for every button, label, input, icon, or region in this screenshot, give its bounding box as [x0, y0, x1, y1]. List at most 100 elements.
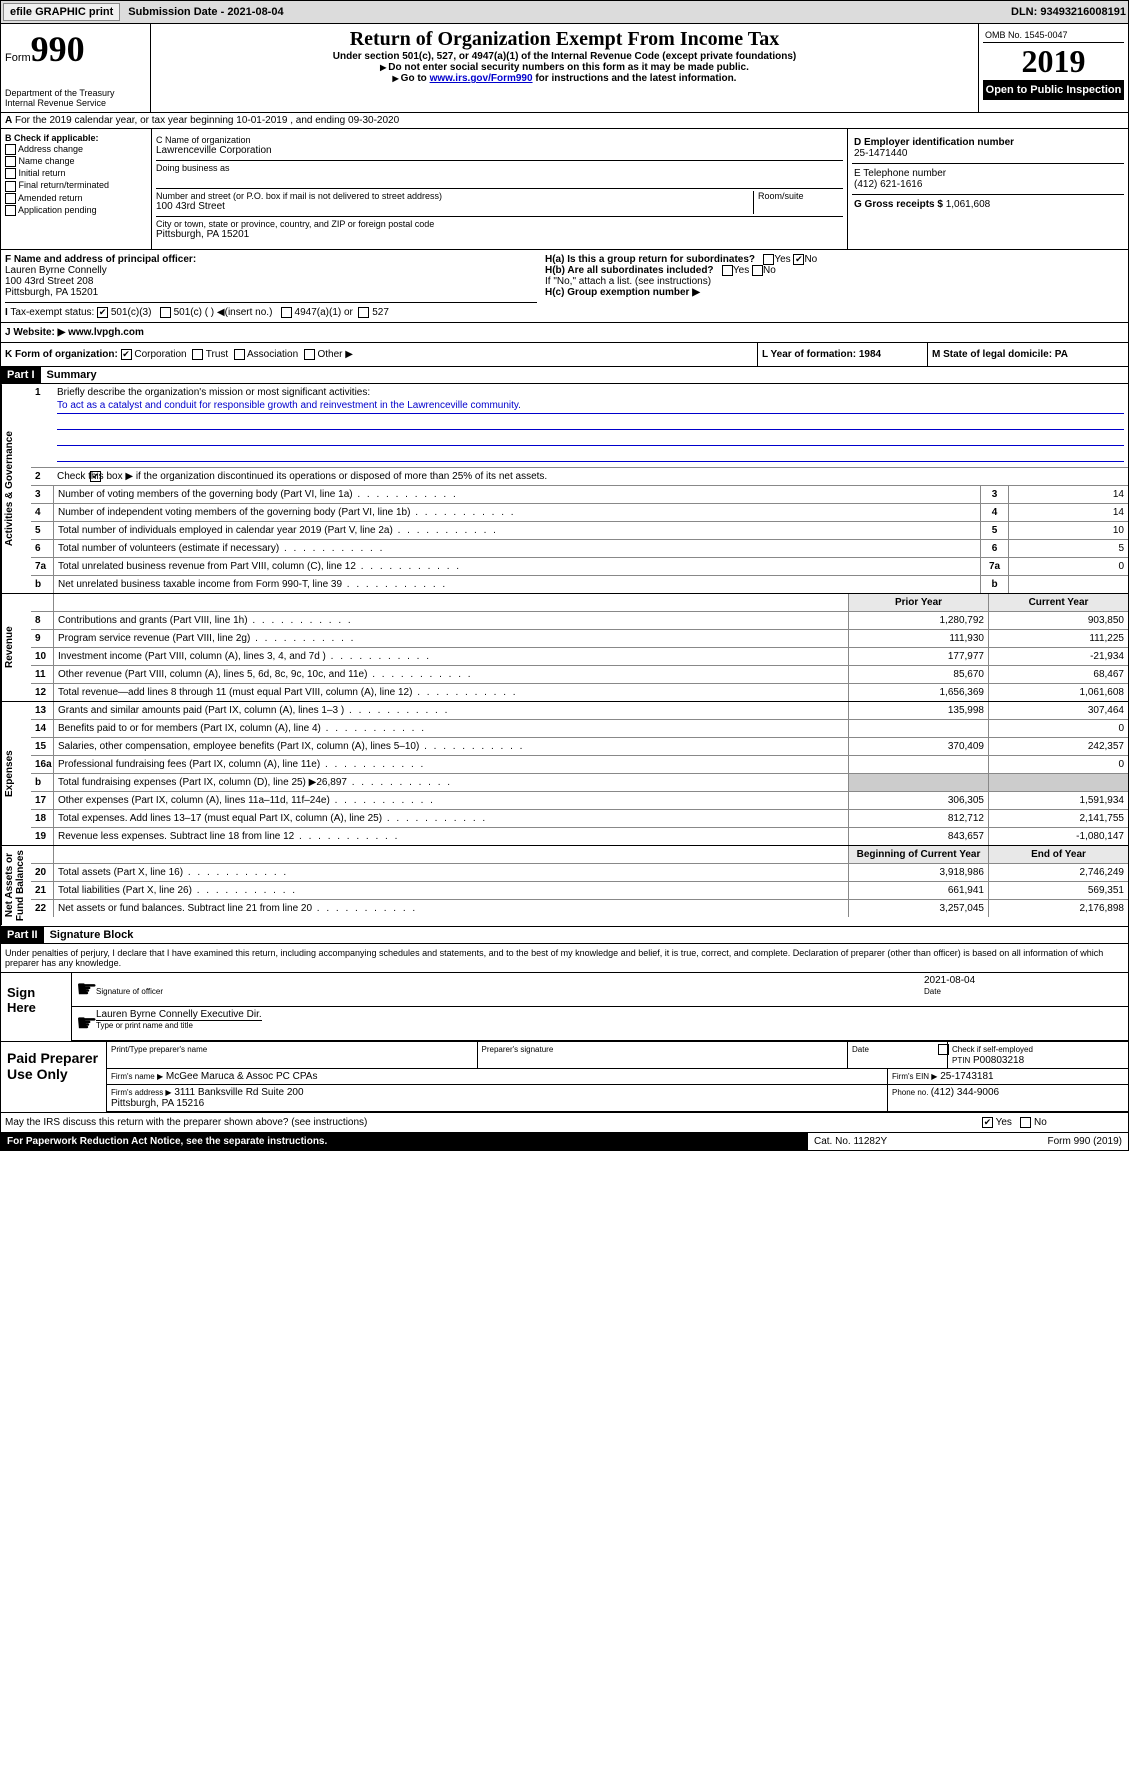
row-line-10: 10Investment income (Part VIII, column (… — [31, 648, 1128, 666]
website-url: www.lvpgh.com — [65, 327, 144, 338]
year-formation: L Year of formation: 1984 — [762, 349, 881, 360]
row-line-b: bTotal fundraising expenses (Part IX, co… — [31, 774, 1128, 792]
tax-exempt-label: Tax-exempt status: — [10, 307, 94, 318]
form-subtitle-3: Go to www.irs.gov/Form990 for instructio… — [155, 73, 974, 84]
cb-527[interactable] — [358, 307, 369, 318]
row-k: K Form of organization: Corporation Trus… — [0, 343, 1129, 367]
cb-4947[interactable] — [281, 307, 292, 318]
officer-name-addr: Lauren Byrne Connelly 100 43rd Street 20… — [5, 265, 107, 298]
part-ii-header: Part II Signature Block — [0, 927, 1129, 944]
row-line-15: 15Salaries, other compensation, employee… — [31, 738, 1128, 756]
top-toolbar: efile GRAPHIC print Submission Date - 20… — [0, 0, 1129, 24]
cb-501c[interactable] — [160, 307, 171, 318]
form-title: Return of Organization Exempt From Incom… — [155, 28, 974, 51]
form-footer: Form 990 (2019) — [968, 1133, 1128, 1150]
row-line-20: 20Total assets (Part X, line 16)3,918,98… — [31, 864, 1128, 882]
row-line-13: 13Grants and similar amounts paid (Part … — [31, 702, 1128, 720]
row-a-period: A For the 2019 calendar year, or tax yea… — [0, 113, 1129, 129]
room-label: Room/suite — [758, 191, 843, 201]
q2-text: Check this box ▶ if the organization dis… — [53, 468, 1128, 485]
cb-discuss-no[interactable] — [1020, 1117, 1031, 1128]
cb-corp[interactable] — [121, 349, 132, 360]
open-public-badge: Open to Public Inspection — [983, 80, 1124, 100]
cb-discuss-yes[interactable] — [982, 1117, 993, 1128]
cb-address-change[interactable] — [5, 144, 16, 155]
street-address: 100 43rd Street — [156, 201, 753, 212]
irs-link[interactable]: www.irs.gov/Form990 — [430, 73, 533, 84]
row-line-7a: 7aTotal unrelated business revenue from … — [31, 558, 1128, 576]
hb-note: If "No," attach a list. (see instruction… — [545, 276, 1124, 287]
cb-self-employed[interactable] — [938, 1044, 949, 1055]
city-state-zip: Pittsburgh, PA 15201 — [156, 229, 843, 240]
cb-amended[interactable] — [5, 193, 16, 204]
mission-text: To act as a catalyst and conduit for res… — [57, 400, 1124, 414]
gov-vlabel: Activities & Governance — [1, 384, 31, 593]
omb-number: OMB No. 1545-0047 — [983, 28, 1124, 43]
cat-number: Cat. No. 11282Y — [808, 1133, 968, 1150]
org-name-label: C Name of organization — [156, 135, 843, 145]
cb-initial-return[interactable] — [5, 168, 16, 179]
gross-label: G Gross receipts $ — [854, 199, 946, 210]
hc-label: H(c) Group exemption number ▶ — [545, 287, 700, 298]
cb-other[interactable] — [304, 349, 315, 360]
cb-501c3[interactable] — [97, 307, 108, 318]
city-label: City or town, state or province, country… — [156, 219, 843, 229]
page-footer: For Paperwork Reduction Act Notice, see … — [0, 1133, 1129, 1151]
cb-ha-no[interactable] — [793, 254, 804, 265]
tax-year: 2019 — [983, 43, 1124, 80]
exp-vlabel: Expenses — [1, 702, 31, 845]
cb-app-pending[interactable] — [5, 205, 16, 216]
row-line-b: bNet unrelated business taxable income f… — [31, 576, 1128, 593]
discuss-question: May the IRS discuss this return with the… — [5, 1117, 367, 1128]
cb-discontinued[interactable] — [90, 471, 101, 482]
row-line-16a: 16aProfessional fundraising fees (Part I… — [31, 756, 1128, 774]
pra-notice: For Paperwork Reduction Act Notice, see … — [1, 1133, 808, 1150]
tel-value: (412) 621-1616 — [854, 179, 922, 190]
rev-vlabel: Revenue — [1, 594, 31, 701]
cb-hb-yes[interactable] — [722, 265, 733, 276]
ein-value: 25-1471440 — [854, 148, 907, 159]
ein-label: D Employer identification number — [854, 137, 1014, 148]
cb-hb-no[interactable] — [752, 265, 763, 276]
row-line-14: 14Benefits paid to or for members (Part … — [31, 720, 1128, 738]
part-i-header: Part I Summary — [0, 367, 1129, 384]
q1-label: Briefly describe the organization's miss… — [57, 387, 370, 398]
cb-ha-yes[interactable] — [763, 254, 774, 265]
sign-here-label: Sign Here — [1, 973, 71, 1041]
state-domicile: M State of legal domicile: PA — [932, 349, 1068, 360]
col-b-checkboxes: B Check if applicable: Address change Na… — [1, 129, 151, 249]
paid-preparer-label: Paid Preparer Use Only — [1, 1042, 106, 1112]
org-name: Lawrenceville Corporation — [156, 145, 843, 156]
cb-assoc[interactable] — [234, 349, 245, 360]
row-line-22: 22Net assets or fund balances. Subtract … — [31, 900, 1128, 917]
summary-net: Net Assets or Fund Balances Beginning of… — [0, 846, 1129, 926]
row-f-h: F Name and address of principal officer:… — [0, 250, 1129, 323]
form-subtitle-1: Under section 501(c), 527, or 4947(a)(1)… — [155, 51, 974, 62]
gross-value: 1,061,608 — [946, 199, 991, 210]
cb-final-return[interactable] — [5, 181, 16, 192]
summary-expenses: Expenses 13Grants and similar amounts pa… — [0, 702, 1129, 846]
summary-governance: Activities & Governance 1 Briefly descri… — [0, 384, 1129, 594]
row-line-6: 6Total number of volunteers (estimate if… — [31, 540, 1128, 558]
row-line-18: 18Total expenses. Add lines 13–17 (must … — [31, 810, 1128, 828]
form-label: Form990 — [5, 28, 146, 70]
net-vlabel: Net Assets or Fund Balances — [1, 846, 31, 925]
dept-label: Department of the Treasury Internal Reve… — [5, 88, 146, 108]
tel-label: E Telephone number — [854, 168, 946, 179]
row-line-5: 5Total number of individuals employed in… — [31, 522, 1128, 540]
dba-label: Doing business as — [156, 163, 843, 173]
row-line-3: 3Number of voting members of the governi… — [31, 486, 1128, 504]
row-j-website: J Website: ▶ www.lvpgh.com — [0, 323, 1129, 343]
row-line-8: 8Contributions and grants (Part VIII, li… — [31, 612, 1128, 630]
form-subtitle-2: Do not enter social security numbers on … — [155, 62, 974, 73]
row-line-12: 12Total revenue—add lines 8 through 11 (… — [31, 684, 1128, 701]
row-line-4: 4Number of independent voting members of… — [31, 504, 1128, 522]
cb-trust[interactable] — [192, 349, 203, 360]
dln-number: DLN: 93493216008191 — [1011, 6, 1126, 18]
perjury-note: Under penalties of perjury, I declare th… — [1, 944, 1128, 972]
cb-name-change[interactable] — [5, 156, 16, 167]
row-line-19: 19Revenue less expenses. Subtract line 1… — [31, 828, 1128, 845]
efile-button[interactable]: efile GRAPHIC print — [3, 3, 120, 21]
submission-date: Submission Date - 2021-08-04 — [128, 6, 283, 18]
ha-label: H(a) Is this a group return for subordin… — [545, 254, 755, 265]
